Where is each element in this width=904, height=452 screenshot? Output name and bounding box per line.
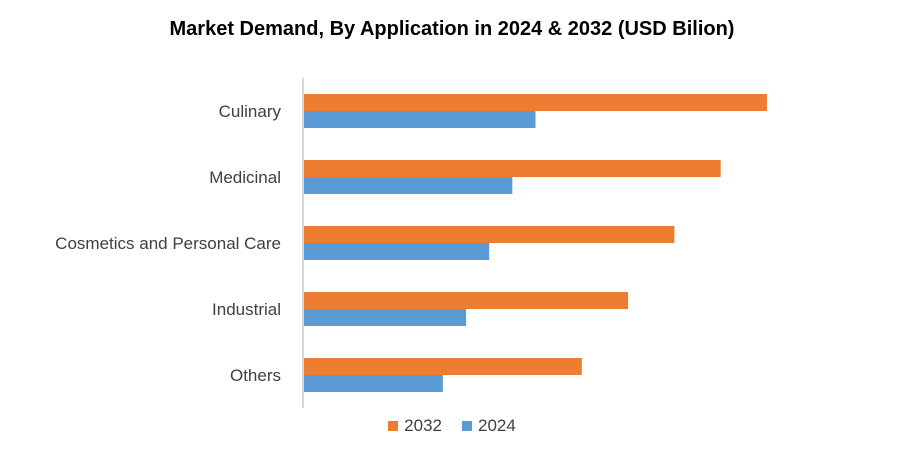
legend-label-2032: 2032 [404, 416, 442, 435]
bar-industrial-2032 [304, 292, 629, 309]
legend-item-2024: 2024 [462, 416, 516, 436]
bar-others-2024 [304, 375, 443, 392]
bar-medicinal-2024 [304, 177, 513, 194]
legend-swatch-2024 [462, 421, 472, 431]
bar-industrial-2024 [304, 309, 467, 326]
bars-group [304, 94, 767, 392]
category-label-others: Others [230, 366, 281, 385]
bar-culinary-2032 [304, 94, 767, 111]
chart-title: Market Demand, By Application in 2024 & … [169, 18, 735, 40]
bar-medicinal-2032 [304, 160, 721, 177]
legend-label-2024: 2024 [478, 416, 516, 435]
category-label-medicinal: Medicinal [209, 168, 281, 187]
bar-cosmetics-and-personal-care-2032 [304, 226, 675, 243]
bar-others-2032 [304, 358, 582, 375]
legend-item-2032: 2032 [388, 416, 442, 436]
legend: 2032 2024 [0, 416, 904, 436]
legend-swatch-2032 [388, 421, 399, 431]
category-label-industrial: Industrial [212, 300, 281, 319]
category-labels-group: Culinary Medicinal Cosmetics and Personal … [55, 102, 281, 385]
bar-culinary-2024 [304, 111, 536, 128]
category-label-cosmetics-and-personal-care: Cosmetics and Personal Care [55, 234, 281, 253]
category-label-culinary: Culinary [219, 102, 282, 121]
bar-cosmetics-and-personal-care-2024 [304, 243, 490, 260]
